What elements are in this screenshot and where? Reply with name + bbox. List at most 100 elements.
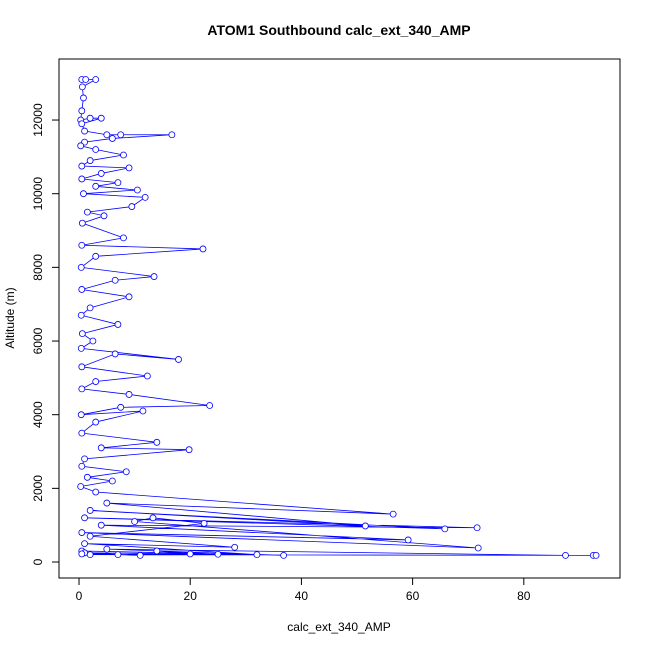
data-point: [92, 418, 100, 426]
data-point: [111, 350, 119, 358]
data-point: [128, 203, 136, 210]
y-tick-label: 8000: [31, 254, 45, 281]
data-point: [78, 120, 86, 128]
data-point: [86, 507, 94, 514]
y-tick-label: 6000: [31, 327, 45, 354]
y-tick-label: 2000: [31, 475, 45, 502]
data-point: [108, 477, 116, 485]
data-point: [185, 446, 193, 454]
data-point: [77, 411, 85, 419]
data-point: [81, 455, 88, 463]
data-point: [114, 179, 122, 187]
data-point: [83, 208, 91, 216]
data-point: [77, 142, 85, 150]
data-point: [86, 551, 94, 559]
data-point: [81, 540, 88, 547]
data-point: [153, 438, 161, 446]
data-point: [114, 321, 122, 328]
data-point: [78, 363, 86, 371]
data-point: [361, 522, 369, 530]
x-tick-label: 60: [406, 589, 420, 603]
data-point: [92, 146, 100, 153]
data-point: [78, 83, 86, 91]
data-point: [77, 311, 85, 319]
data-point: [153, 547, 161, 555]
data-point: [80, 94, 87, 102]
data-point: [77, 344, 85, 352]
data-point: [80, 190, 87, 198]
data-point: [131, 518, 139, 525]
data-point: [92, 76, 100, 83]
data-point: [231, 543, 239, 551]
data-point: [122, 468, 130, 476]
data-point: [473, 524, 481, 532]
data-point: [149, 514, 157, 522]
data-point: [592, 551, 600, 559]
data-point: [86, 157, 94, 164]
data-point: [175, 356, 182, 363]
data-point: [82, 76, 90, 83]
data-point: [78, 385, 86, 393]
data-point: [389, 510, 397, 518]
data-point: [97, 170, 105, 177]
data-point: [83, 473, 91, 481]
data-point: [78, 529, 86, 536]
data-point: [78, 330, 86, 338]
data-point: [86, 114, 94, 122]
data-point: [186, 550, 194, 558]
x-tick-label: 80: [517, 589, 531, 603]
data-point: [78, 462, 86, 470]
data-point: [78, 550, 86, 558]
data-point: [214, 550, 222, 558]
chart-title: ATOM1 Southbound calc_ext_340_AMP: [207, 22, 470, 38]
data-point: [253, 551, 261, 559]
data-point: [77, 483, 85, 490]
data-point: [117, 403, 125, 411]
y-axis-label: Altitude (m): [3, 287, 17, 348]
x-axis-label: calc_ext_340_AMP: [287, 620, 390, 634]
data-point: [103, 545, 111, 553]
data-point: [100, 212, 108, 220]
data-point: [125, 293, 133, 301]
data-point: [141, 193, 149, 201]
x-tick-label: 40: [295, 589, 309, 603]
data-point: [78, 175, 86, 183]
data-point: [97, 521, 105, 529]
data-point: [92, 378, 100, 385]
data-point: [139, 407, 147, 415]
data-point: [78, 286, 86, 293]
data-point: [97, 444, 105, 452]
data-point: [92, 252, 100, 260]
data-point: [97, 114, 105, 122]
data-point: [78, 162, 86, 170]
data-point: [78, 241, 86, 249]
data-point: [117, 131, 125, 139]
data-point: [89, 337, 97, 345]
data-point: [108, 135, 116, 142]
data-point: [280, 551, 288, 559]
data-point: [200, 519, 208, 527]
data-point: [77, 263, 85, 271]
data-point: [168, 131, 176, 139]
y-tick-label: 12000: [31, 103, 45, 137]
data-point: [441, 525, 449, 533]
data-point: [103, 131, 111, 139]
data-point: [125, 164, 133, 172]
data-point: [103, 499, 111, 507]
data-point: [86, 532, 94, 540]
data-point: [92, 182, 100, 190]
y-tick-label: 10000: [31, 177, 45, 211]
data-point: [92, 488, 100, 496]
data-point: [81, 514, 88, 522]
data-point: [125, 391, 133, 398]
x-tick-label: 20: [184, 589, 198, 603]
data-point: [144, 372, 151, 380]
data-point: [78, 219, 86, 227]
y-tick-label: 0: [31, 558, 45, 565]
y-tick-label: 4000: [31, 401, 45, 428]
data-point: [78, 429, 86, 437]
plot-box: [58, 58, 621, 579]
data-point: [86, 304, 94, 312]
data-point: [136, 551, 144, 559]
